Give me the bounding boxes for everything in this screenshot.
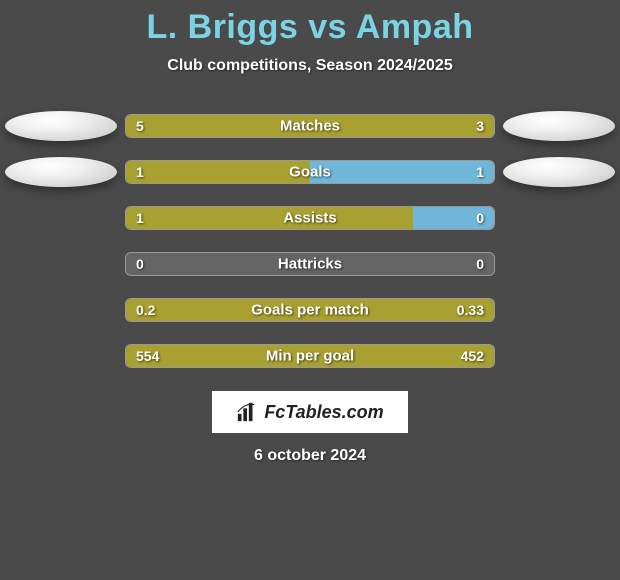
stat-value-left: 0 [136, 256, 144, 272]
stat-bar: Min per goal 554 452 [125, 344, 495, 368]
comparison-row: Matches 5 3 [0, 103, 620, 149]
player-orb-right [503, 157, 615, 187]
stat-label: Goals per match [251, 302, 369, 319]
stat-bar: Goals 1 1 [125, 160, 495, 184]
stat-value-right: 0.33 [457, 302, 484, 318]
stat-value-left: 5 [136, 118, 144, 134]
date-text: 6 october 2024 [254, 447, 366, 465]
stat-bar: Matches 5 3 [125, 114, 495, 138]
stat-label: Matches [280, 118, 340, 135]
stat-value-left: 1 [136, 210, 144, 226]
bar-segment-left [126, 207, 413, 229]
stat-label: Hattricks [278, 256, 342, 273]
comparison-row: Min per goal 554 452 [0, 333, 620, 379]
comparison-row: Goals 1 1 [0, 149, 620, 195]
stat-value-right: 452 [461, 348, 484, 364]
stat-value-left: 554 [136, 348, 159, 364]
comparison-chart: Matches 5 3 Goals 1 1 Assists 1 0 Hattricks 0 0 Goal… [0, 103, 620, 379]
bar-segment-left [126, 161, 310, 183]
stat-bar: Goals per match 0.2 0.33 [125, 298, 495, 322]
comparison-row: Hattricks 0 0 [0, 241, 620, 287]
player-orb-right [503, 111, 615, 141]
stat-value-right: 0 [476, 256, 484, 272]
stat-label: Assists [283, 210, 336, 227]
page-title: L. Briggs vs Ampah [146, 8, 473, 47]
stat-label: Min per goal [266, 348, 354, 365]
logo-text: FcTables.com [264, 402, 383, 423]
logo-box: FcTables.com [212, 391, 407, 433]
stat-label: Goals [289, 164, 331, 181]
stat-value-right: 3 [476, 118, 484, 134]
stat-value-right: 1 [476, 164, 484, 180]
bars-icon [236, 401, 258, 423]
player-orb-left [5, 157, 117, 187]
footer: FcTables.com 6 october 2024 [212, 391, 407, 465]
stat-value-left: 0.2 [136, 302, 155, 318]
stat-value-right: 0 [476, 210, 484, 226]
comparison-row: Goals per match 0.2 0.33 [0, 287, 620, 333]
stat-bar: Hattricks 0 0 [125, 252, 495, 276]
page-subtitle: Club competitions, Season 2024/2025 [167, 57, 452, 75]
infographic-container: L. Briggs vs Ampah Club competitions, Se… [0, 0, 620, 580]
comparison-row: Assists 1 0 [0, 195, 620, 241]
stat-value-left: 1 [136, 164, 144, 180]
bar-segment-right [310, 161, 494, 183]
player-orb-left [5, 111, 117, 141]
stat-bar: Assists 1 0 [125, 206, 495, 230]
